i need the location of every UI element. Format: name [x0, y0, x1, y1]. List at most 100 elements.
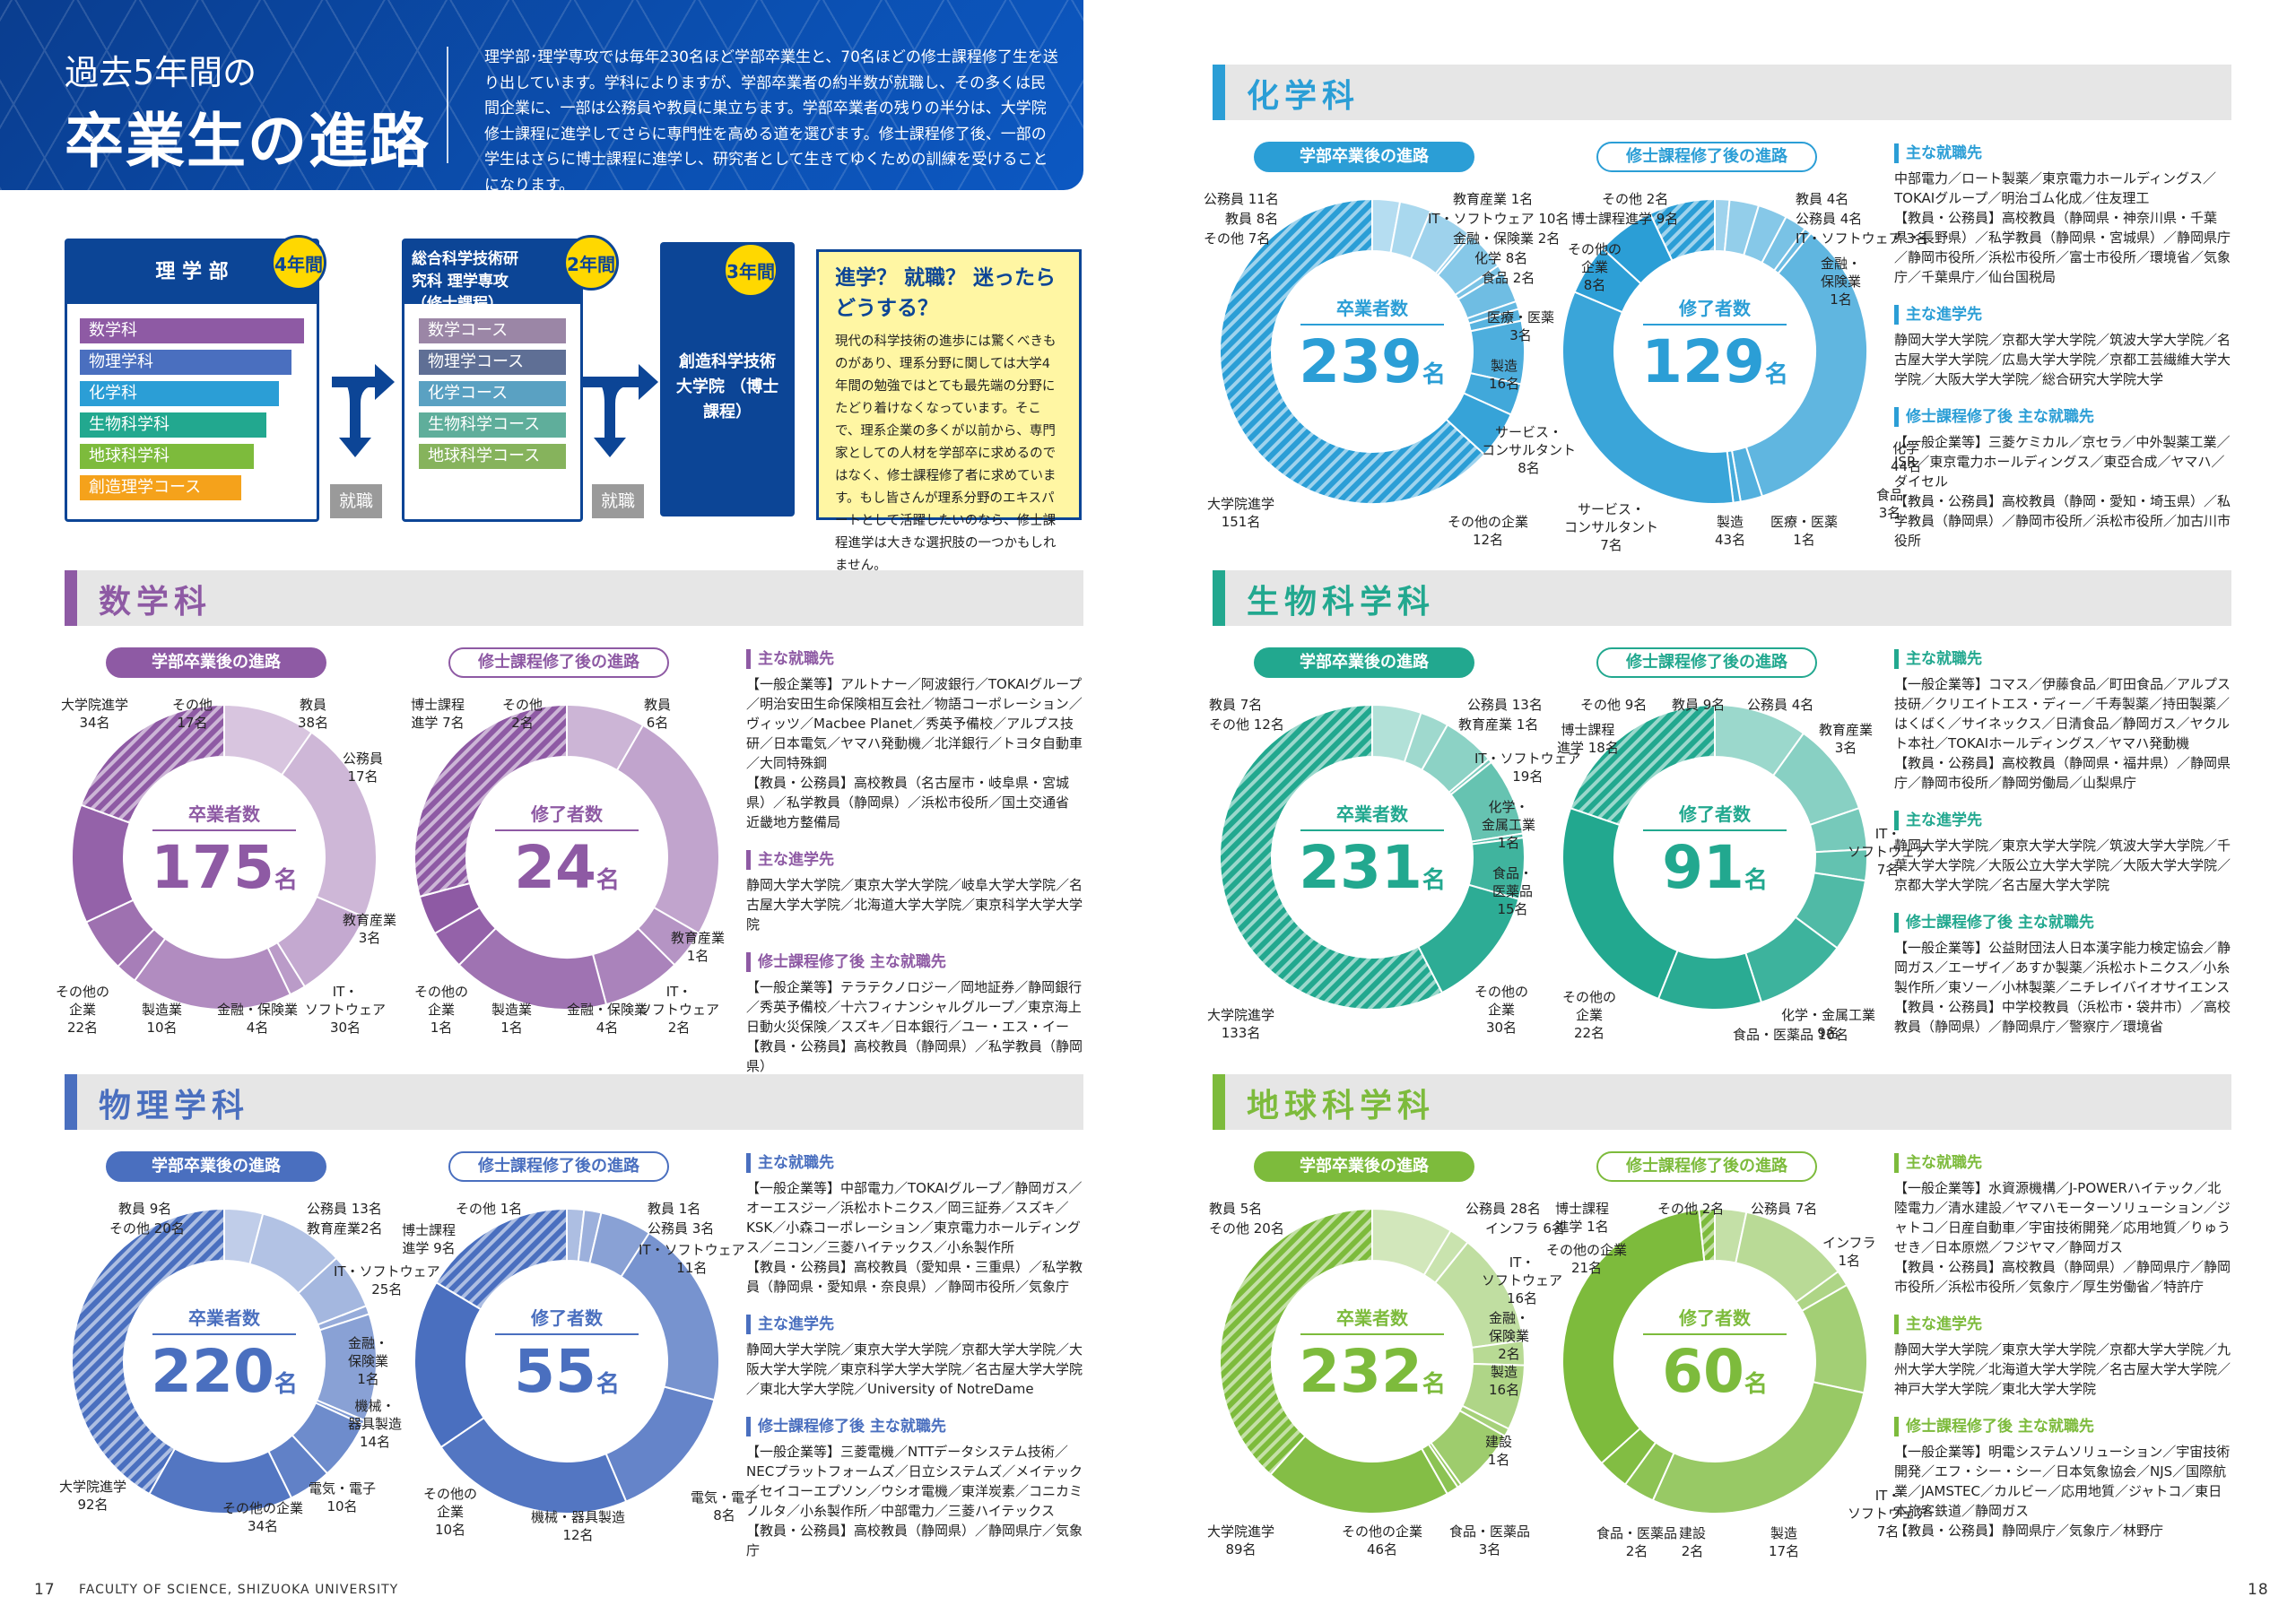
info-body-jobs: 中部電力／ロート製薬／東京電力ホールディングス／TOKAIグループ／明治ゴム化成…: [1894, 170, 2231, 285]
ug-label-8: 大学院進学 133名: [1207, 1007, 1275, 1041]
ms-total-unit: 名: [1744, 1371, 1768, 1398]
info-heading-msjobs: 修士課程修了後 主な就職先: [1894, 407, 2231, 427]
info-heading-grad: 主な進学先: [1894, 1315, 2231, 1334]
ms-slice-0: [1698, 1207, 1716, 1263]
ms-slice-6: [1744, 231, 1868, 498]
ug-label-8: 食品・医薬品 3名: [1449, 1523, 1531, 1558]
ms-label-5: IT・ソフトウェア 3名: [1796, 230, 1928, 247]
info-body-jobs: 【一般企業等】中部電力／TOKAIグループ／静岡ガス／オーエスジー／浜松ホトニク…: [746, 1180, 1083, 1295]
ug-label-3: インフラ 6名: [1485, 1220, 1565, 1237]
ug-label-6: 化学 8名: [1474, 250, 1528, 266]
ms-label-10: 製造 43名: [1715, 514, 1746, 548]
ug-pill: 学部卒業後の進路: [1254, 1151, 1474, 1182]
info-body-grad: 静岡大学大学院／東京大学大学院／京都大学大学院／九州大学大学院／北海道大学大学院…: [1894, 1341, 2231, 1397]
ms-label-7: 建設 2名: [1679, 1525, 1707, 1559]
ug-label-6: 機械・ 器具製造 14名: [348, 1398, 403, 1450]
banner-intro: 理学部･理学専攻では毎年230名ほど学部卒業生と、70名ほどの修士課程修了生を送…: [484, 48, 1058, 190]
ms-label-3: 教育産業 1名: [671, 930, 726, 964]
info-heading-jobs: 主な就職先: [1894, 1153, 2231, 1173]
ug-label-9: その他の企業 46名: [1342, 1523, 1423, 1558]
ug-label-3: 教育産業2名: [307, 1220, 383, 1237]
ug-label-5: 金融・ 保険業 1名: [348, 1335, 389, 1387]
ug-label-1: その他 17名: [172, 697, 213, 731]
ug-label-6: 製造 16名: [1489, 1364, 1520, 1398]
ug-label-0: 教員 5名: [1209, 1201, 1263, 1217]
ms-course-1: 物理学コース: [419, 350, 566, 375]
ug-label-12: 大学院進学 151名: [1207, 496, 1275, 530]
info-heading-grad: 主な進学先: [746, 1315, 1083, 1334]
ug-caption: 卒業者数: [1300, 800, 1444, 831]
ug-label-8: 医療・医薬 3名: [1487, 309, 1555, 343]
ug-slice-0: [1219, 703, 1444, 1011]
ug-label-3: 公務員 17名: [343, 751, 384, 785]
ug-center: 卒業者数 220名: [126, 1304, 323, 1416]
ms-total-unit: 名: [596, 1371, 620, 1398]
ms-label-6: 金融・ 保険業 1名: [1821, 256, 1862, 308]
ms-label-6: 製造業 1名: [491, 1002, 533, 1036]
ms-label-8: 食品・医薬品 2名: [1596, 1525, 1678, 1559]
info-heading-msjobs: 修士課程修了後 主な就職先: [746, 952, 1083, 972]
ug-pill: 学部卒業後の進路: [1254, 142, 1474, 172]
ms-label-3: 公務員 7名: [1751, 1201, 1818, 1217]
ms-label-4: 公務員 4名: [1796, 211, 1863, 227]
ug-label-2: 公務員 13名: [1467, 697, 1543, 713]
ug-label-1: 教員 8名: [1225, 211, 1279, 227]
ug-label-6: 食品・ 医薬品 15名: [1492, 865, 1534, 917]
banner-title: 卒業生の進路: [65, 107, 430, 176]
ms-pill: 修士課程修了後の進路: [448, 647, 669, 678]
ug-center: 卒業者数 232名: [1274, 1304, 1471, 1416]
course-1: 物理学科: [80, 350, 291, 375]
ug-label-3: 教育産業 1名: [1458, 716, 1539, 733]
ms-total-value: 24: [514, 833, 596, 902]
ms-label-0: その他 2名: [1602, 191, 1669, 207]
section-phys: 物理学科 学部卒業後の進路 修士課程修了後の進路 卒業者数 220名 修了者数 55名 教員 …: [59, 1074, 1083, 1558]
ms-label-4: IT・ ソフトウェア 2名: [639, 984, 720, 1036]
ms-label-1: その他 2名: [502, 697, 544, 731]
section-accent-bar: [65, 1074, 77, 1130]
section-title: 生物科学科: [1247, 584, 1436, 621]
ms-center: 修了者数 60名: [1616, 1304, 1813, 1416]
ms-label-0: その他 9名: [1580, 697, 1648, 713]
ug-label-7: 電気・電子 10名: [309, 1480, 377, 1515]
ug-donut: [71, 703, 378, 1011]
ms-course-4: 地球科学コース: [419, 444, 566, 469]
ms-label-4: 教育産業 3名: [1819, 722, 1874, 756]
info-body-jobs: 【一般企業等】アルトナー／阿波銀行／TOKAIグループ／明治安田生命保険相互会社…: [746, 676, 1083, 830]
ms-total: 24名: [468, 837, 665, 912]
ms-donut: [413, 1207, 720, 1515]
section-header: 化学科: [1213, 65, 2231, 120]
ug-label-5: 金融・保険業 2名: [1453, 230, 1561, 247]
section-header: 生物科学科: [1213, 570, 2231, 626]
footer-university: FACULTY OF SCIENCE, SHIZUOKA UNIVERSITY: [79, 1583, 399, 1597]
section-header: 数学科: [65, 570, 1083, 626]
ms-donut: [413, 703, 720, 1011]
ms-label-5: IT・ ソフトウェア 7名: [1848, 1488, 1929, 1540]
ug-label-5: 金融・ 保険業 2名: [1489, 1310, 1530, 1362]
ug-label-10: サービス・ コンサルタント 8名: [1482, 424, 1577, 476]
ms-label-0: その他 1名: [456, 1201, 523, 1217]
ms-slice-9: [1561, 291, 1735, 505]
section-title: 化学科: [1247, 78, 1361, 115]
ug-label-10: 大学院進学 89名: [1207, 1523, 1275, 1558]
ms-label-8: その他の 企業 22名: [1562, 989, 1617, 1041]
ms-label-7: その他の 企業 10名: [423, 1486, 478, 1538]
info-body-msjobs: 【一般企業等】テラテクノロジー／岡地証券／静岡銀行／秀英予備校／十六フィナンシャ…: [746, 979, 1083, 1074]
ms-label-1: 教員 9名: [1672, 697, 1726, 713]
course-3: 生物科学科: [80, 412, 266, 438]
ug-label-0: 公務員 11名: [1204, 191, 1279, 207]
ug-label-9: 製造 16名: [1489, 358, 1520, 392]
info-body-grad: 静岡大学大学院／東京大学大学院／岐阜大学大学院／名古屋大学大学院／北海道大学大学…: [746, 877, 1083, 933]
ms-caption: 修了者数: [495, 800, 639, 831]
ug-label-7: 製造業 10名: [142, 1002, 183, 1036]
ug-slice-0: [71, 1207, 225, 1496]
ms-label-2: 教員 6名: [644, 697, 672, 731]
ug-donut: [1219, 197, 1526, 505]
section-title: 地球科学科: [1247, 1088, 1436, 1124]
ms-pill: 修士課程修了後の進路: [1596, 647, 1817, 678]
info-column: 主な就職先 【一般企業等】コマス／伊藤食品／町田食品／アルプス技研／クリエイトエス…: [1894, 649, 2231, 1055]
ms-label-3: 博士課程 進学 18名: [1557, 722, 1619, 756]
info-body-msjobs: 【一般企業等】明電システムソリューション／宇宙技術開発／エフ・シー・シー／日本気…: [1894, 1444, 2231, 1539]
ug-label-7: 食品 2名: [1482, 270, 1535, 286]
ug-total: 231名: [1274, 837, 1471, 912]
info-body-msjobs: 【一般企業等】三菱ケミカル／京セラ／中外製薬工業／JSR／東京電力ホールディング…: [1894, 434, 2231, 549]
